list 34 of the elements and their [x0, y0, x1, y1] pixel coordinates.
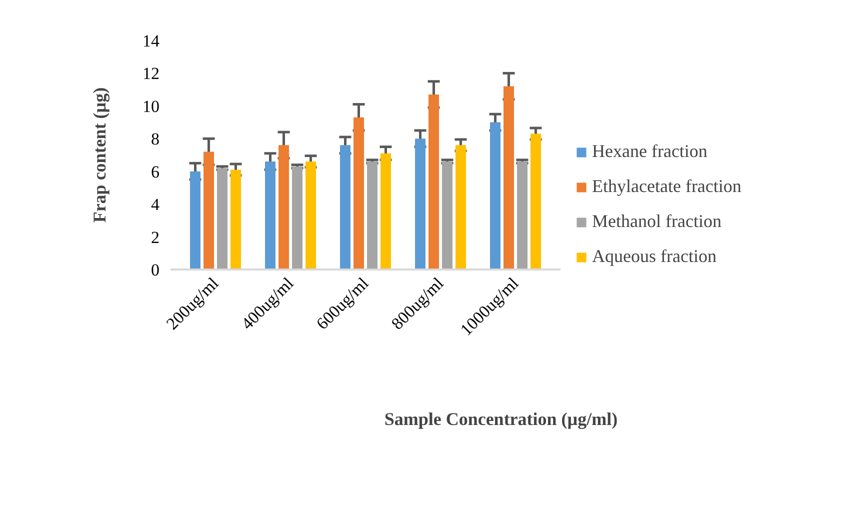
bar: [204, 152, 214, 270]
bar: [230, 170, 241, 270]
y-axis-title: Frap content (µg): [90, 87, 110, 223]
bar: [354, 117, 364, 270]
bar: [306, 162, 316, 270]
bar: [367, 162, 378, 270]
y-tick-label: 8: [151, 130, 160, 149]
bar: [517, 162, 528, 270]
bar: [340, 145, 350, 270]
bar: [278, 145, 289, 270]
x-axis-title: Sample Concentration (µg/ml): [384, 409, 618, 430]
bar: [415, 138, 426, 270]
bar: [428, 94, 439, 270]
bar: [456, 145, 466, 270]
legend-label: Ethylacetate fraction: [592, 176, 742, 197]
bar: [504, 86, 514, 270]
y-tick-label: 12: [142, 64, 160, 84]
bar: [490, 122, 500, 270]
legend-label: Hexane fraction: [592, 141, 708, 162]
legend-label: Aqueous fraction: [592, 246, 716, 267]
bar: [265, 162, 276, 270]
bar: [442, 162, 452, 270]
y-tick-label: 6: [151, 162, 160, 182]
y-tick-label: 10: [142, 96, 160, 116]
y-tick-label: 4: [151, 195, 160, 214]
bar: [530, 134, 541, 270]
bar: [380, 153, 391, 270]
y-tick-label: 2: [151, 228, 160, 247]
bar: [190, 171, 200, 270]
y-tick-label: 14: [142, 32, 160, 50]
legend-label: Methanol fraction: [592, 211, 722, 232]
y-tick-label: 0: [151, 260, 160, 280]
bar: [217, 168, 228, 270]
bar: [292, 166, 302, 270]
